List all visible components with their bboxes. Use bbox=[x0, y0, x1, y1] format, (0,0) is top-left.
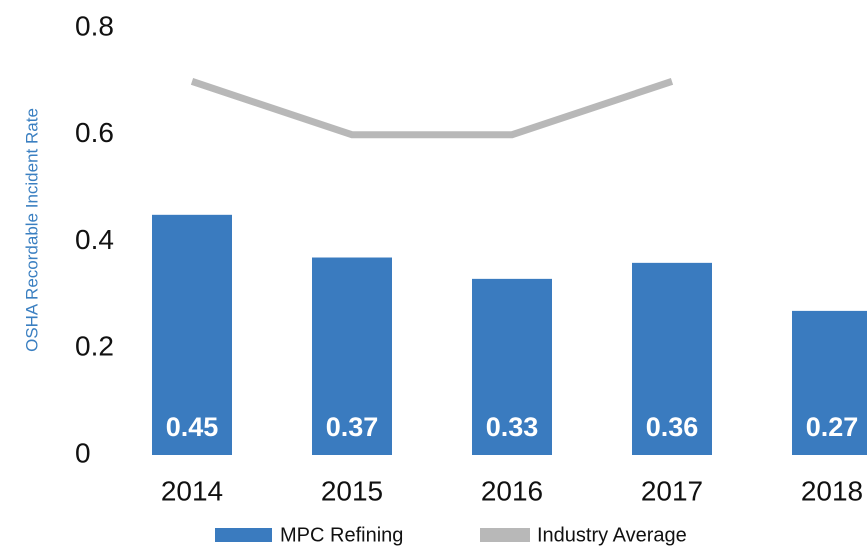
y-axis-label: OSHA Recordable Incident Rate bbox=[22, 108, 41, 352]
legend-swatch bbox=[215, 528, 272, 542]
y-tick-label: 0.6 bbox=[75, 117, 114, 148]
y-tick-label: 0.2 bbox=[75, 331, 114, 362]
x-tick-label: 2016 bbox=[481, 475, 543, 506]
bar bbox=[632, 262, 712, 455]
bar-value-label: 0.27 bbox=[806, 412, 859, 442]
x-tick-label: 2018 bbox=[801, 475, 863, 506]
x-tick-label: 2014 bbox=[161, 475, 223, 506]
bar-value-label: 0.33 bbox=[486, 412, 539, 442]
x-tick-label: 2017 bbox=[641, 475, 703, 506]
bar bbox=[312, 257, 392, 455]
legend-label: MPC Refining bbox=[280, 524, 403, 546]
y-tick-label: 0 bbox=[75, 437, 91, 468]
x-tick-label: 2015 bbox=[321, 475, 383, 506]
bar-value-label: 0.37 bbox=[326, 412, 379, 442]
y-tick-label: 0.4 bbox=[75, 224, 114, 255]
legend-label: Industry Average bbox=[537, 524, 687, 546]
bar bbox=[472, 278, 552, 455]
y-tick-label: 0.8 bbox=[75, 10, 114, 41]
bar-value-label: 0.45 bbox=[166, 412, 219, 442]
bar bbox=[792, 310, 867, 455]
bar bbox=[152, 214, 232, 455]
line bbox=[190, 78, 674, 139]
legend-swatch bbox=[480, 528, 530, 542]
bar-value-label: 0.36 bbox=[646, 412, 699, 442]
